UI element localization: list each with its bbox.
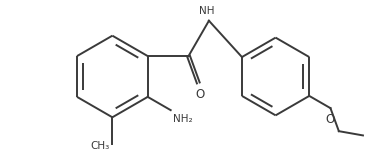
Text: O: O [195, 88, 205, 101]
Text: NH: NH [199, 6, 215, 16]
Text: CH₃: CH₃ [90, 141, 110, 151]
Text: NH₂: NH₂ [173, 114, 192, 124]
Text: O: O [326, 113, 335, 126]
